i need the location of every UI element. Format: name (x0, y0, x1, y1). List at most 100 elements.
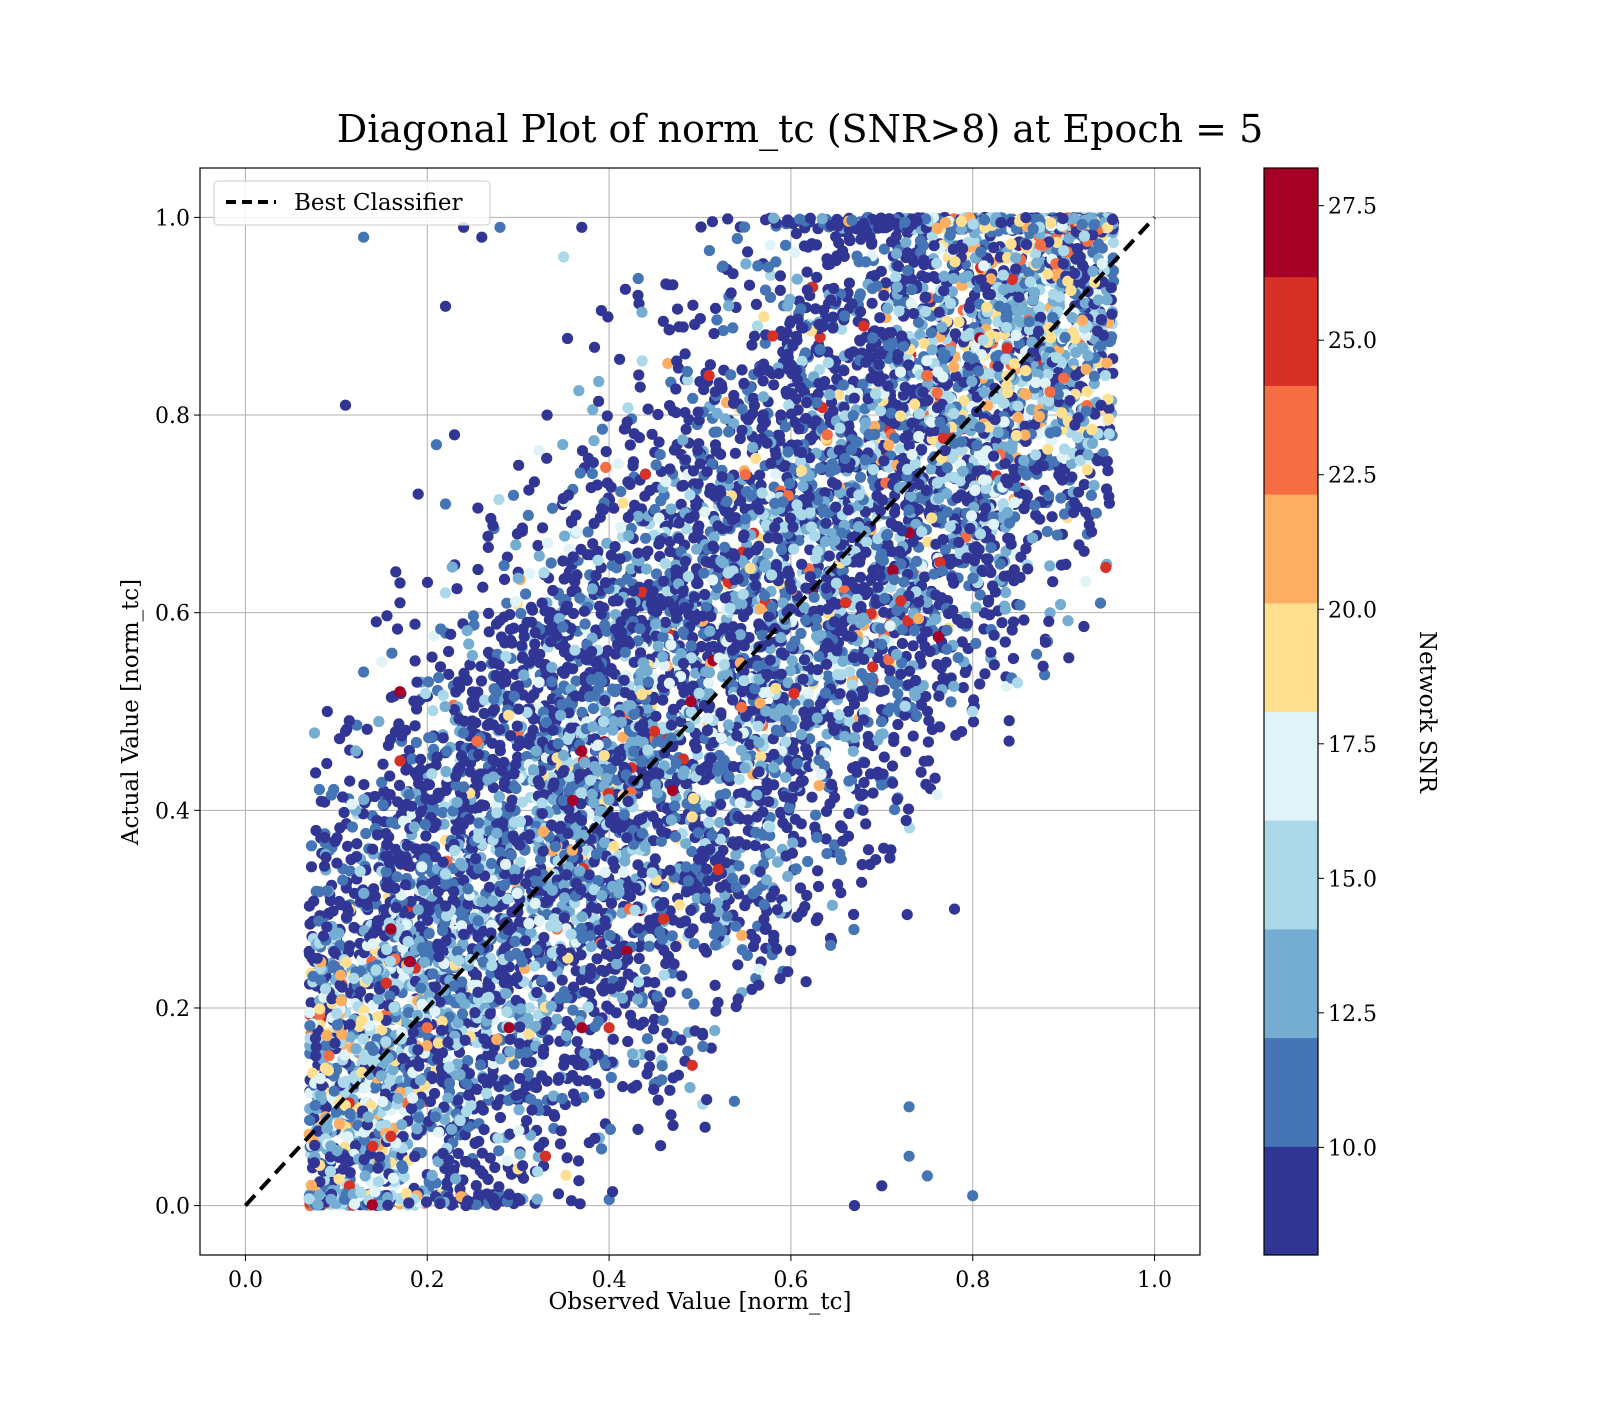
scatter-point (727, 322, 738, 333)
scatter-point (1034, 514, 1045, 525)
scatter-point (472, 503, 483, 514)
scatter-point (510, 539, 521, 550)
scatter-point (501, 1006, 512, 1017)
scatter-point (754, 964, 765, 975)
scatter-point (653, 437, 664, 448)
scatter-point (577, 445, 588, 456)
scatter-point (775, 409, 786, 420)
scatter-point (810, 810, 821, 821)
scatter-point (848, 924, 859, 935)
scatter-point (545, 921, 556, 932)
scatter-point (664, 324, 675, 335)
scatter-point (451, 583, 462, 594)
scatter-point (523, 510, 534, 521)
scatter-point (658, 1015, 669, 1026)
scatter-point (689, 938, 700, 949)
scatter-point (400, 765, 411, 776)
scatter-point (493, 1145, 504, 1156)
scatter-point (751, 299, 762, 310)
scatter-point (768, 379, 779, 390)
scatter-point (855, 472, 866, 483)
scatter-point (669, 444, 680, 455)
scatter-point (390, 566, 401, 577)
scatter-point (310, 767, 321, 778)
scatter-point (742, 246, 753, 257)
scatter-point (557, 439, 568, 450)
scatter-point (787, 837, 798, 848)
scatter-point (578, 1060, 589, 1071)
scatter-point (901, 815, 912, 826)
scatter-point (843, 808, 854, 819)
scatter-point (559, 531, 570, 542)
scatter-point (733, 993, 744, 1004)
scatter-point (858, 685, 869, 696)
scatter-point (709, 1025, 720, 1036)
scatter-point (900, 746, 911, 757)
scatter-point (960, 667, 971, 678)
scatter-point (542, 410, 553, 421)
chart-title: Diagonal Plot of norm_tc (SNR>8) at Epoc… (337, 107, 1264, 152)
scatter-point (473, 1136, 484, 1147)
scatter-point (483, 608, 494, 619)
scatter-point (780, 772, 791, 783)
scatter-point (821, 848, 832, 859)
scatter-point (384, 771, 395, 782)
scatter-point (887, 760, 898, 771)
scatter-point (923, 736, 934, 747)
scatter-point (385, 789, 396, 800)
scatter-point (971, 602, 982, 613)
scatter-point (334, 822, 345, 833)
scatter-point (814, 780, 825, 791)
scatter-point (1018, 614, 1029, 625)
scatter-point (739, 874, 750, 885)
scatter-point (989, 659, 1000, 670)
scatter-point (483, 542, 494, 553)
scatter-point (562, 734, 573, 745)
scatter-point (810, 303, 821, 314)
scatter-point (463, 638, 474, 649)
scatter-point (998, 270, 1009, 281)
scatter-point (802, 267, 813, 278)
scatter-point (677, 434, 688, 445)
scatter-point (640, 964, 651, 975)
scatter-point (867, 298, 878, 309)
scatter-point (892, 688, 903, 699)
scatter-point (996, 617, 1007, 628)
scatter-point (631, 1080, 642, 1091)
scatter-point (836, 854, 847, 865)
scatter-point (809, 592, 820, 603)
scatter-point (752, 320, 763, 331)
scatter-point (777, 817, 788, 828)
scatter-point (422, 577, 433, 588)
scatter-point (665, 1109, 676, 1120)
scatter-point (801, 976, 812, 987)
scatter-point (908, 731, 919, 742)
scatter-point (573, 385, 584, 396)
scatter-point (707, 216, 718, 227)
scatter-point (567, 1005, 578, 1016)
scatter-point (599, 695, 610, 706)
scatter-point (916, 767, 927, 778)
scatter-point (482, 531, 493, 542)
scatter-point (1042, 526, 1053, 537)
scatter-point (634, 953, 645, 964)
scatter-point (747, 442, 758, 453)
scatter-point (362, 724, 373, 735)
scatter-point (710, 303, 721, 314)
scatter-point (520, 588, 531, 599)
scatter-point (930, 773, 941, 784)
scatter-point (730, 448, 741, 459)
scatter-point (725, 369, 736, 380)
scatter-point (426, 652, 437, 663)
scatter-point (856, 877, 867, 888)
scatter-point (435, 661, 446, 672)
scatter-point (775, 285, 786, 296)
scatter-point (383, 740, 394, 751)
scatter-point (644, 1050, 655, 1061)
scatter-point (782, 966, 793, 977)
scatter-point (697, 1041, 708, 1052)
scatter-point (484, 981, 495, 992)
scatter-point (699, 943, 710, 954)
scatter-point (821, 806, 832, 817)
